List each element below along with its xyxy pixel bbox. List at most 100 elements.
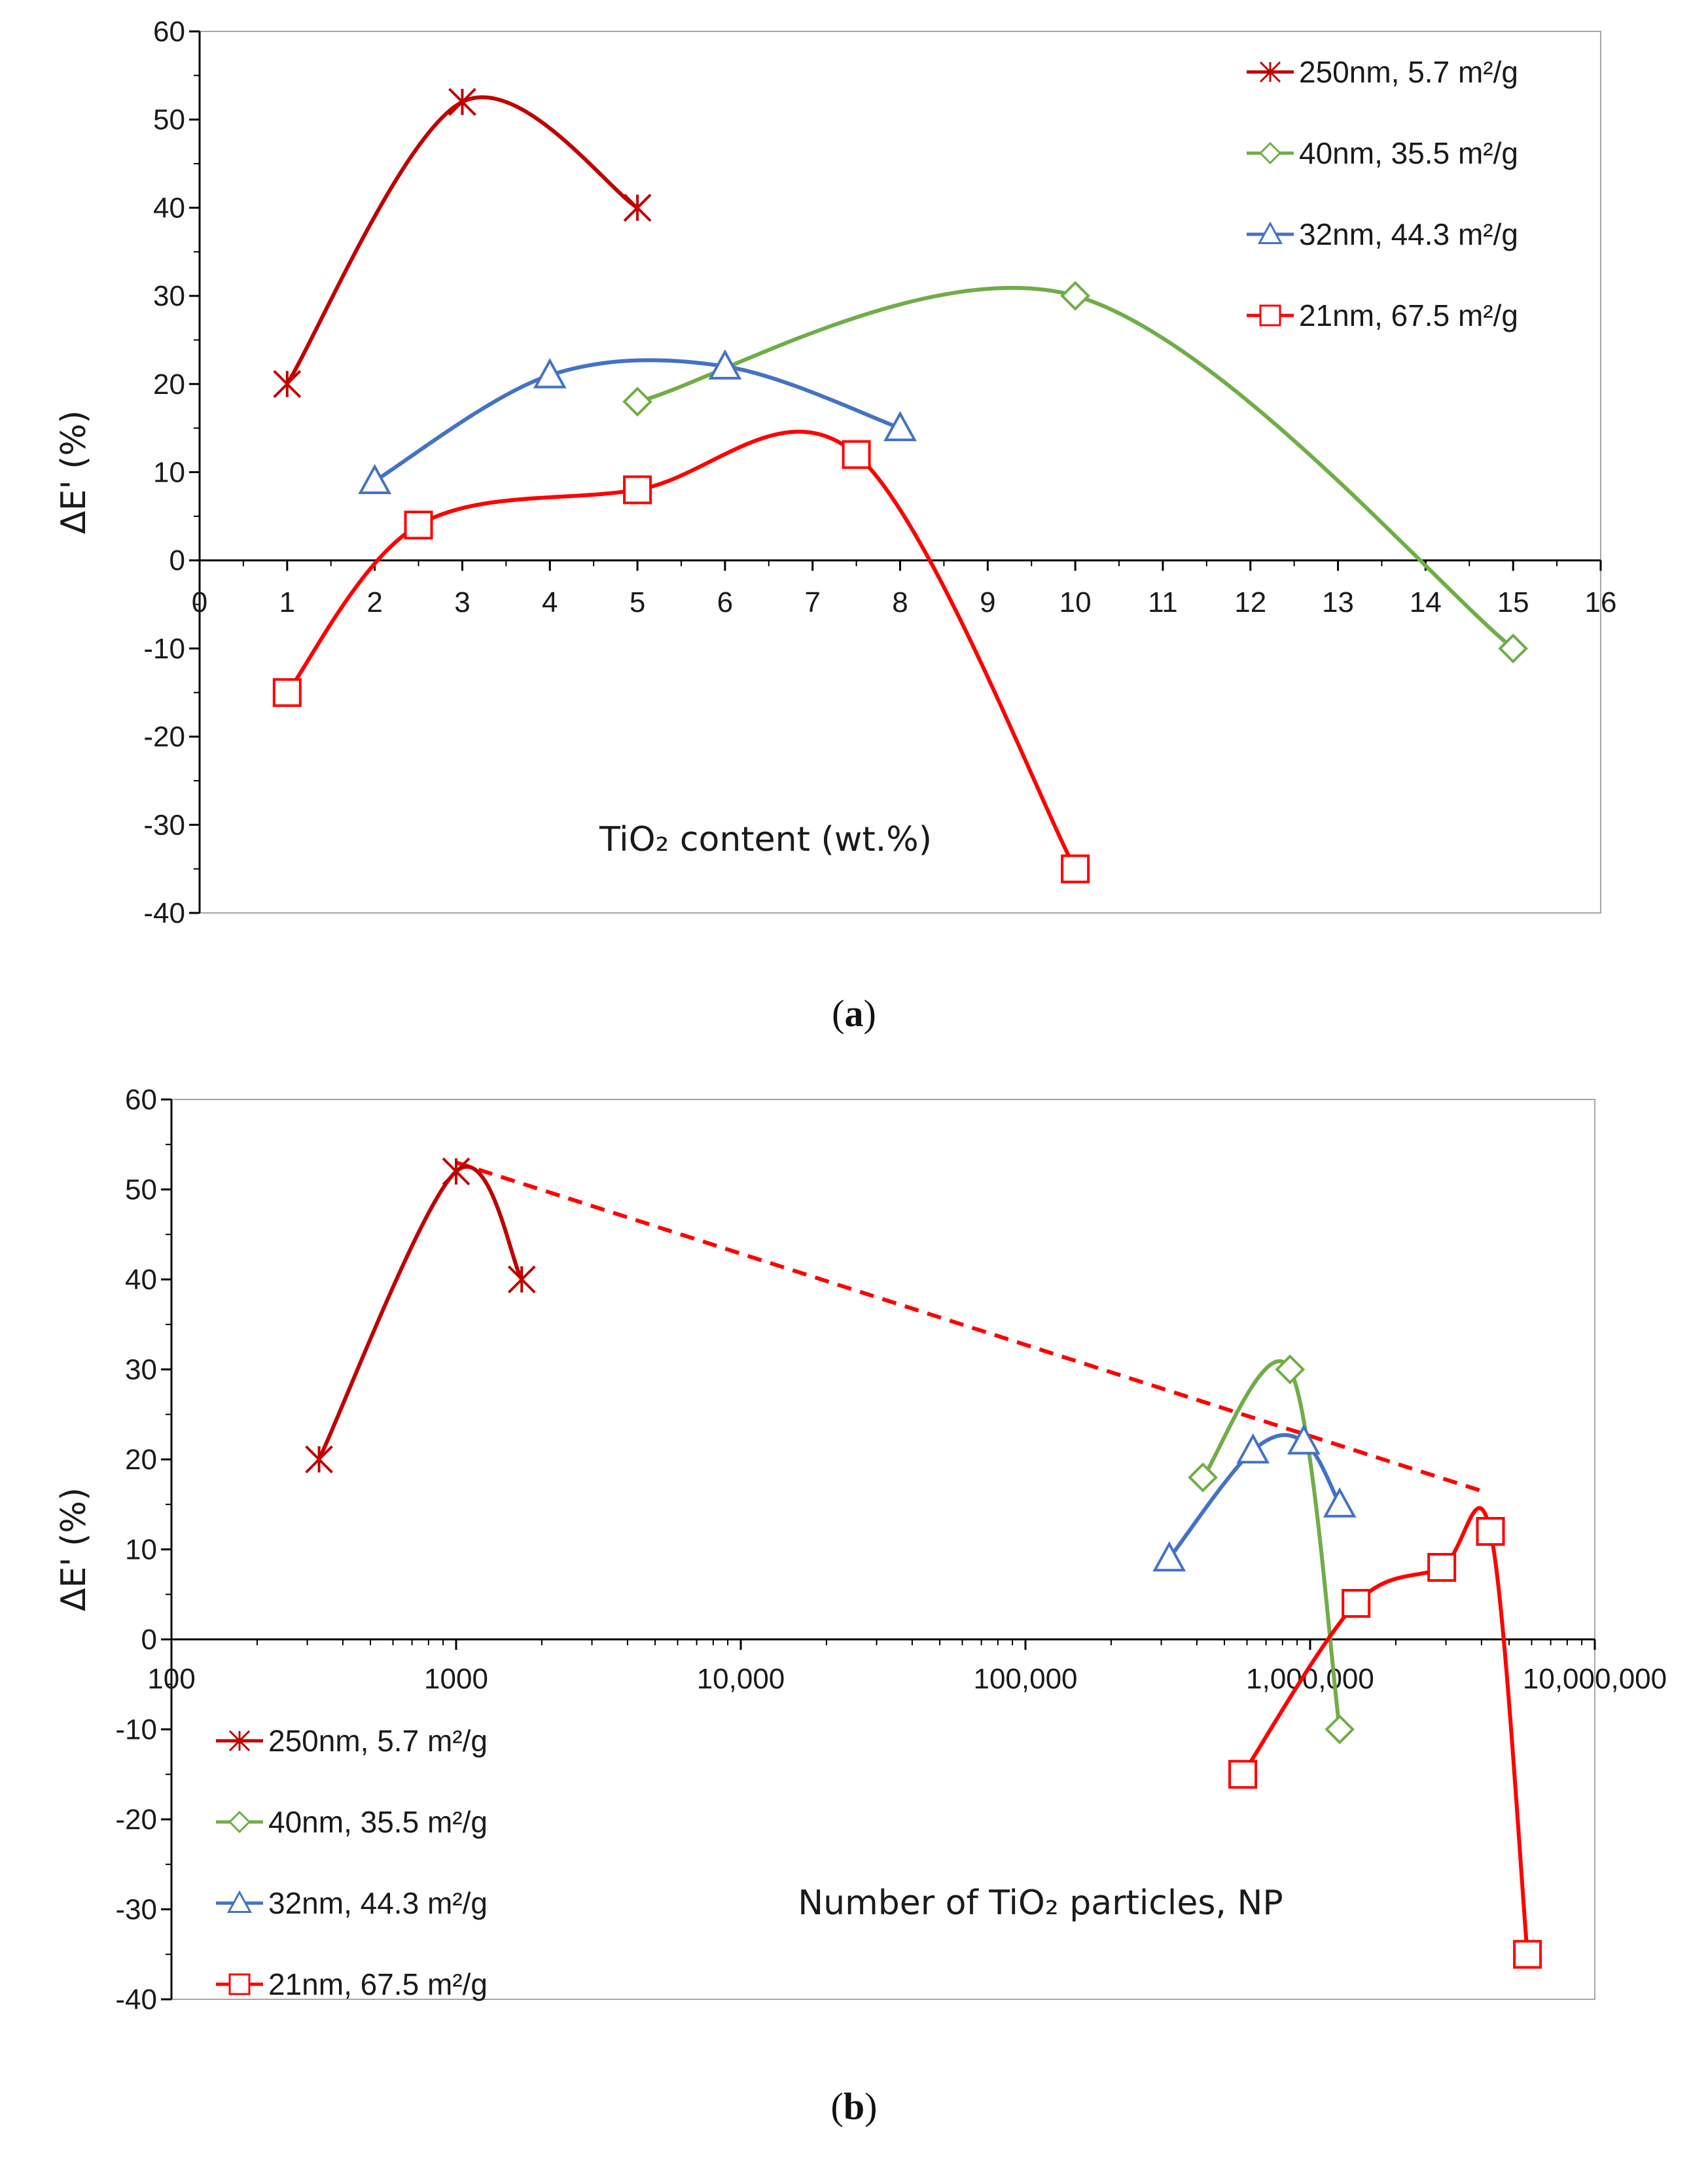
legend-item: 32nm, 44.3 m²/g xyxy=(216,1886,488,1920)
data-point xyxy=(1498,633,1529,664)
data-point xyxy=(1152,1541,1186,1572)
legend-marker xyxy=(1259,304,1281,327)
x-tick-label: 7 xyxy=(804,586,820,618)
panel-label: (a) xyxy=(832,992,876,1035)
legend-marker xyxy=(1258,141,1282,165)
x-tick-label: 6 xyxy=(717,586,733,618)
legend-label: 32nm, 44.3 m²/g xyxy=(268,1886,488,1920)
legend-marker xyxy=(228,1810,251,1834)
legend-marker xyxy=(228,1973,251,1995)
y-tick-label: 60 xyxy=(125,1084,157,1116)
data-point xyxy=(842,440,871,469)
y-tick-label: -30 xyxy=(115,1894,157,1926)
x-tick-label: 1 xyxy=(279,586,295,618)
y-tick-label: 10 xyxy=(125,1534,157,1566)
y-tick-label: -10 xyxy=(143,633,185,665)
series-line xyxy=(285,429,1077,870)
x-tick-label: 8 xyxy=(892,586,908,618)
legend-label: 21nm, 67.5 m²/g xyxy=(1299,298,1518,332)
legend-marker xyxy=(1259,61,1281,83)
series-square xyxy=(272,429,1090,883)
y-tick-label: 0 xyxy=(169,544,185,577)
x-tick-label: 3 xyxy=(454,586,470,618)
x-tick-label: 10,000 xyxy=(697,1663,785,1695)
legend-item: 40nm, 35.5 m²/g xyxy=(216,1805,488,1839)
x-tick-label: 0 xyxy=(192,586,207,618)
series-line xyxy=(374,358,901,483)
data-point xyxy=(442,1157,471,1186)
data-point xyxy=(883,410,917,442)
legend-label: 250nm, 5.7 m²/g xyxy=(1299,55,1518,89)
y-tick-label: 0 xyxy=(141,1624,157,1656)
series-star xyxy=(305,1157,536,1474)
data-point xyxy=(1060,281,1090,311)
y-tick-label: 60 xyxy=(153,16,185,48)
legend-marker xyxy=(226,1890,253,1913)
series-line xyxy=(317,1164,524,1461)
y-tick-label: -30 xyxy=(143,809,185,841)
x-tick-label: 10,000,000 xyxy=(1523,1663,1667,1695)
data-point xyxy=(1323,1487,1357,1518)
series-line xyxy=(1201,1359,1342,1730)
series-diamond xyxy=(622,281,1529,664)
y-axis-title: ΔE' (%) xyxy=(54,1488,94,1611)
y-tick-label: -40 xyxy=(143,897,185,929)
data-point xyxy=(708,349,742,380)
data-point xyxy=(272,678,302,707)
y-tick-label: 30 xyxy=(125,1354,157,1386)
data-point xyxy=(1275,1354,1306,1385)
x-tick-label: 9 xyxy=(980,586,995,618)
series-triangle xyxy=(358,349,917,494)
legend-item: 250nm, 5.7 m²/g xyxy=(1247,55,1518,89)
data-point xyxy=(305,1445,333,1474)
trend-line xyxy=(455,1160,1482,1493)
legend-b: 250nm, 5.7 m²/g 40nm, 35.5 m²/g 32nm, 44.3… xyxy=(216,1724,488,2001)
y-tick-label: 10 xyxy=(153,457,185,489)
y-tick-label: 50 xyxy=(153,104,185,136)
x-tick-label: 11 xyxy=(1148,586,1178,618)
y-tick-label: 20 xyxy=(125,1444,157,1476)
data-point xyxy=(1325,1714,1355,1745)
y-tick-label: -20 xyxy=(143,721,185,753)
x-tick-label: 100 xyxy=(147,1663,195,1695)
series-line xyxy=(1241,1506,1530,1955)
data-point xyxy=(1342,1589,1371,1618)
x-tick-label: 14 xyxy=(1410,586,1442,618)
x-tick-label: 16 xyxy=(1585,586,1617,618)
legend-label: 40nm, 35.5 m²/g xyxy=(268,1805,488,1839)
legend-label: 40nm, 35.5 m²/g xyxy=(1299,136,1518,170)
y-tick-label: 30 xyxy=(153,280,185,312)
series-triangle xyxy=(1152,1424,1357,1572)
y-ticks-b xyxy=(161,1098,171,2001)
y-tick-label: 50 xyxy=(125,1174,157,1206)
x-tick-label: 13 xyxy=(1322,586,1354,618)
series-line xyxy=(285,95,639,385)
x-tick-label: 5 xyxy=(630,586,645,618)
x-tick-label: 4 xyxy=(542,586,558,618)
data-point xyxy=(1476,1517,1505,1546)
legend-item: 21nm, 67.5 m²/g xyxy=(1247,298,1518,332)
data-point xyxy=(1287,1424,1321,1455)
x-tick-label: 15 xyxy=(1497,586,1529,618)
data-point xyxy=(1188,1462,1218,1493)
x-tick-label: 12 xyxy=(1234,586,1266,618)
y-tick-label: 40 xyxy=(153,192,185,224)
series-square xyxy=(1228,1506,1542,1969)
legend-marker xyxy=(1257,221,1283,244)
legend-marker xyxy=(228,1730,251,1752)
legend-label: 250nm, 5.7 m²/g xyxy=(268,1724,488,1758)
y-tick-label: -10 xyxy=(115,1714,157,1746)
plot-area-b xyxy=(171,1099,1595,2000)
y-tick-label: -20 xyxy=(115,1804,157,1836)
legend-item: 32nm, 44.3 m²/g xyxy=(1247,217,1518,251)
legend-label: 32nm, 44.3 m²/g xyxy=(1299,217,1518,251)
data-point xyxy=(273,370,302,399)
data-point xyxy=(1236,1433,1270,1464)
data-point xyxy=(623,193,652,222)
data-point xyxy=(1061,854,1090,883)
data-point xyxy=(358,463,392,494)
legend-item: 40nm, 35.5 m²/g xyxy=(1247,136,1518,170)
x-tick-label: 1000 xyxy=(424,1663,488,1695)
